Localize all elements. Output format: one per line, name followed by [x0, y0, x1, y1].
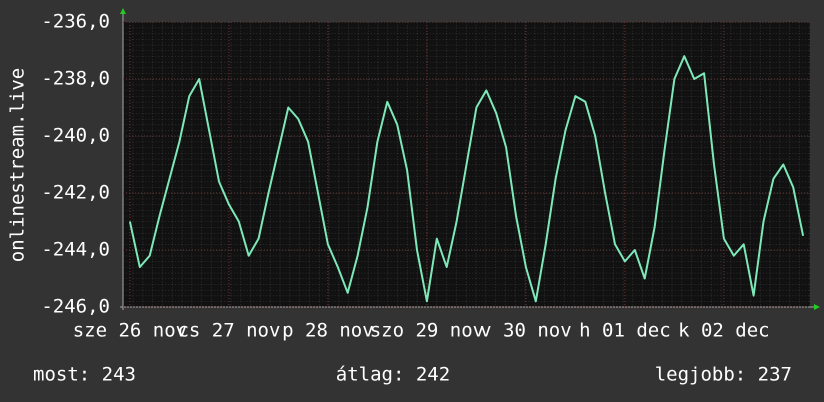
stat-label: átlag: 242 — [336, 364, 450, 386]
y-tick-label: -240,0 — [41, 125, 110, 147]
x-tick-label: sze 26 nov — [73, 320, 187, 342]
y-tick-label: -242,0 — [41, 182, 110, 204]
x-tick-label: k 02 dec — [678, 320, 770, 342]
x-tick-label: v 30 nov — [480, 320, 572, 342]
y-tick-label: -244,0 — [41, 239, 110, 261]
x-tick-label: p 28 nov — [282, 320, 374, 342]
y-arrow — [120, 8, 126, 14]
y-tick-label: -246,0 — [41, 296, 110, 318]
y-tick-label: -236,0 — [41, 11, 110, 33]
stat-label: most: 243 — [33, 364, 136, 386]
stat-label: legjobb: 237 — [655, 364, 792, 386]
x-tick-label: h 01 dec — [579, 320, 671, 342]
x-tick-label: szo 29 nov — [370, 320, 484, 342]
x-arrow — [814, 304, 820, 310]
y-tick-label: -238,0 — [41, 68, 110, 90]
data-line — [128, 55, 805, 303]
x-tick-label: cs 27 nov — [177, 320, 280, 342]
y-axis-label: onlinestream.live — [7, 68, 29, 262]
